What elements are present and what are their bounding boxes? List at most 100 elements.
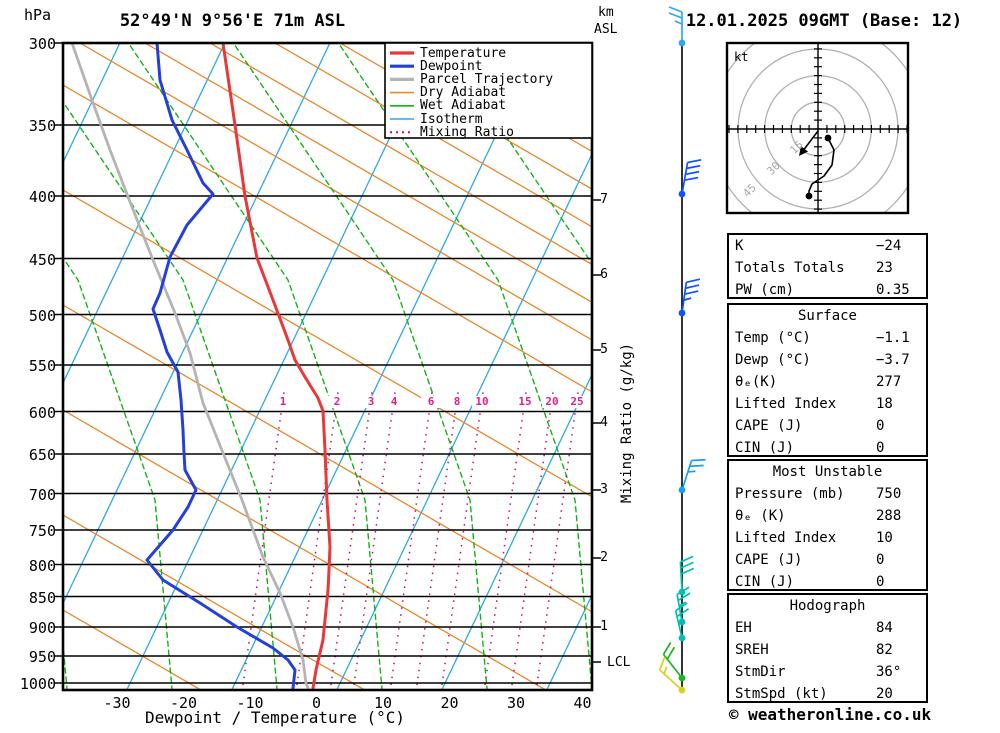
table-row: CIN (J) 0 <box>729 437 926 459</box>
pressure-tick-label: 750 <box>28 522 56 540</box>
wind-level-dot <box>678 634 686 642</box>
mixing-ratio-value-label: 8 <box>447 396 467 408</box>
pressure-tick-label: 700 <box>28 485 56 504</box>
mixing-ratio-value-label: 3 <box>361 396 381 408</box>
row-value: −1.1 <box>876 330 910 346</box>
row-value: 0 <box>876 440 885 456</box>
mixing-ratio-value-label: 2 <box>327 396 347 408</box>
table-row: StmSpd (kt) 20 <box>729 683 926 705</box>
pressure-tick-label: 500 <box>28 306 56 325</box>
km-tick-label: 4 <box>600 415 608 430</box>
pressure-tick-label: 1000 <box>19 675 56 693</box>
row-label: SREH <box>735 642 769 658</box>
row-label: CAPE (J) <box>735 552 803 568</box>
pressure-tick-label: 650 <box>28 446 56 464</box>
hodograph-kt-label: kt <box>734 50 749 64</box>
wind-level-dot <box>678 686 686 694</box>
pressure-tick-label: 900 <box>28 619 56 637</box>
km-tick-label: 5 <box>600 342 608 357</box>
row-value: 277 <box>876 374 902 390</box>
table-row: θₑ(K) 277 <box>729 371 926 393</box>
temperature-tick-label: 40 <box>573 694 592 712</box>
mixing-ratio-value-label: 6 <box>421 396 441 408</box>
row-label: EH <box>735 620 752 636</box>
table-row: Lifted Index 10 <box>729 527 926 549</box>
legend-entry-label: Isotherm <box>420 111 483 127</box>
table-row: CAPE (J) 0 <box>729 549 926 571</box>
temperature-tick-label: 0 <box>311 694 322 712</box>
pressure-tick-label: 550 <box>28 357 56 375</box>
temperature-tick-label: -20 <box>169 694 198 712</box>
temperature-tick-label: -30 <box>103 694 131 712</box>
row-label: PW (cm) <box>735 282 795 298</box>
storm-motion-arrowhead <box>799 146 809 156</box>
legend-entry-label: Wet Adiabat <box>420 98 507 114</box>
row-label: Pressure (mb) <box>735 486 845 502</box>
row-label: Totals Totals <box>735 260 845 276</box>
row-label: θₑ (K) <box>735 508 786 524</box>
row-value: 0.35 <box>876 282 910 298</box>
plot-border <box>61 41 594 692</box>
row-value: 36° <box>876 664 902 680</box>
wind-level-dot <box>678 486 686 494</box>
row-value: 23 <box>876 260 893 276</box>
asl-unit-label: ASL <box>594 22 618 37</box>
table-row: PW (cm) 0.35 <box>729 279 926 301</box>
km-tick-label: 7 <box>600 192 608 207</box>
km-tick-label: 6 <box>600 267 608 282</box>
table-row: Temp (°C) −1.1 <box>729 327 926 349</box>
table-row: Dewp (°C) −3.7 <box>729 349 926 371</box>
table-row: Pressure (mb) 750 <box>729 483 926 505</box>
pressure-tick-label: 450 <box>28 250 56 269</box>
table-row: CAPE (J) 0 <box>729 415 926 437</box>
table-row: EH 84 <box>729 617 926 639</box>
km-tick-label: 1 <box>600 619 608 634</box>
pressure-tick-label: 850 <box>28 588 56 607</box>
table-row: Lifted Index 18 <box>729 393 926 415</box>
row-value: 0 <box>876 552 885 568</box>
temperature-tick-label: 20 <box>440 694 459 712</box>
legend-entry-label: Parcel Trajectory <box>420 71 554 87</box>
table-header: Surface <box>797 308 857 324</box>
table-header: Hodograph <box>789 598 866 614</box>
pressure-tick-label: 600 <box>28 403 56 422</box>
table-row: CIN (J) 0 <box>729 571 926 593</box>
x-axis-label: Dewpoint / Temperature (°C) <box>144 708 406 727</box>
table-row: K −24 <box>729 235 926 257</box>
pressure-tick-label: 350 <box>28 117 56 135</box>
row-label: StmSpd (kt) <box>735 686 828 702</box>
row-value: −3.7 <box>876 352 910 368</box>
pressure-tick-label: 300 <box>28 35 56 53</box>
mixing-ratio-value-label: 4 <box>384 396 404 408</box>
legend-entry-label: Mixing Ratio <box>420 124 514 140</box>
page-title: 52°49'N 9°56'E 71m ASL <box>119 11 346 31</box>
table-row: Totals Totals 23 <box>729 257 926 279</box>
hodograph-plot <box>727 43 908 213</box>
legend-entry-label: Dry Adiabat <box>420 85 507 101</box>
wind-level-dot <box>678 190 686 198</box>
wind-level-dot <box>678 39 686 47</box>
row-label: θₑ(K) <box>735 374 778 390</box>
run-date-label: 12.01.2025 09GMT (Base: 12) <box>685 11 963 31</box>
row-value: 20 <box>876 686 893 702</box>
temperature-tick-label: 30 <box>506 694 526 712</box>
mixing-ratio-value-label: 20 <box>542 396 562 408</box>
row-label: CIN (J) <box>735 574 795 590</box>
row-value: 18 <box>876 396 893 412</box>
wind-level-dot <box>678 309 686 317</box>
km-unit-label: km <box>598 5 614 20</box>
mixing-ratio-value-label: 10 <box>472 396 492 408</box>
table-row: θₑ (K) 288 <box>729 505 926 527</box>
copyright-credit: © weatheronline.co.uk <box>728 705 932 724</box>
row-value: 84 <box>876 620 893 636</box>
table-row: StmDir 36° <box>729 661 926 683</box>
lcl-label: LCL <box>607 655 631 670</box>
km-tick-label: 2 <box>600 550 608 565</box>
indices-table: Surface Temp (°C) −1.1 Dewp (°C) −3.7 θₑ(K) 27… <box>727 303 928 457</box>
pressure-tick-label: 950 <box>28 648 56 666</box>
mixing-ratio-value-label: 25 <box>567 396 587 408</box>
row-value: 288 <box>876 508 902 524</box>
table-header: Most Unstable <box>772 464 883 480</box>
